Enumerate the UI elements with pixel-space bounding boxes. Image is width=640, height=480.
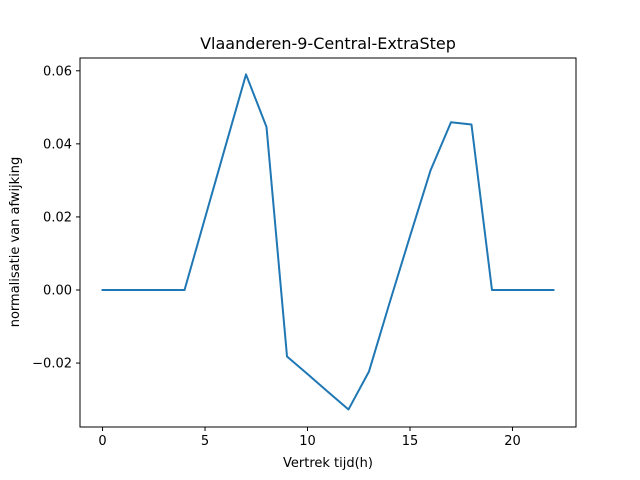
data-point: [184, 289, 186, 291]
x-tick-label: 15: [402, 434, 419, 449]
y-tick-label: 0.06: [43, 64, 72, 79]
y-tick-label: 0.02: [43, 210, 72, 225]
data-point: [470, 123, 472, 125]
data-point: [266, 126, 268, 128]
data-point: [429, 170, 431, 172]
y-axis-label: normalisatie van afwijking: [8, 157, 23, 328]
y-tick-label: −0.02: [32, 357, 72, 372]
y-tick-label: 0.04: [43, 137, 72, 152]
data-point: [225, 145, 227, 147]
data-point: [163, 289, 165, 291]
data-point: [552, 289, 554, 291]
data-point: [143, 289, 145, 291]
x-axis-label: Vertrek tijd(h): [283, 456, 373, 471]
x-tick-label: 0: [98, 434, 106, 449]
data-point: [409, 235, 411, 237]
series-line: [101, 73, 555, 411]
data-point: [122, 289, 124, 291]
data-point: [348, 408, 350, 410]
data-point: [368, 370, 370, 372]
x-tick-label: 20: [504, 434, 521, 449]
data-point: [327, 391, 329, 393]
data-point: [102, 289, 104, 291]
x-tick-label: 10: [299, 434, 316, 449]
plot-area: [101, 73, 555, 411]
data-point: [388, 302, 390, 304]
data-point: [511, 289, 513, 291]
data-point: [450, 121, 452, 123]
data-point: [286, 355, 288, 357]
x-tick-label: 5: [201, 434, 209, 449]
y-tick-label: 0.00: [43, 283, 72, 298]
data-point: [532, 289, 534, 291]
data-point: [204, 217, 206, 219]
axes-frame: [79, 57, 577, 428]
axis-ticks: 0 5 10 15 20 −0.02 0.00 0.02 0.04 0.06: [32, 64, 521, 449]
data-point: [307, 373, 309, 375]
data-point: [245, 73, 247, 75]
chart-title: Vlaanderen-9-Central-ExtraStep: [200, 34, 456, 53]
data-point: [491, 289, 493, 291]
